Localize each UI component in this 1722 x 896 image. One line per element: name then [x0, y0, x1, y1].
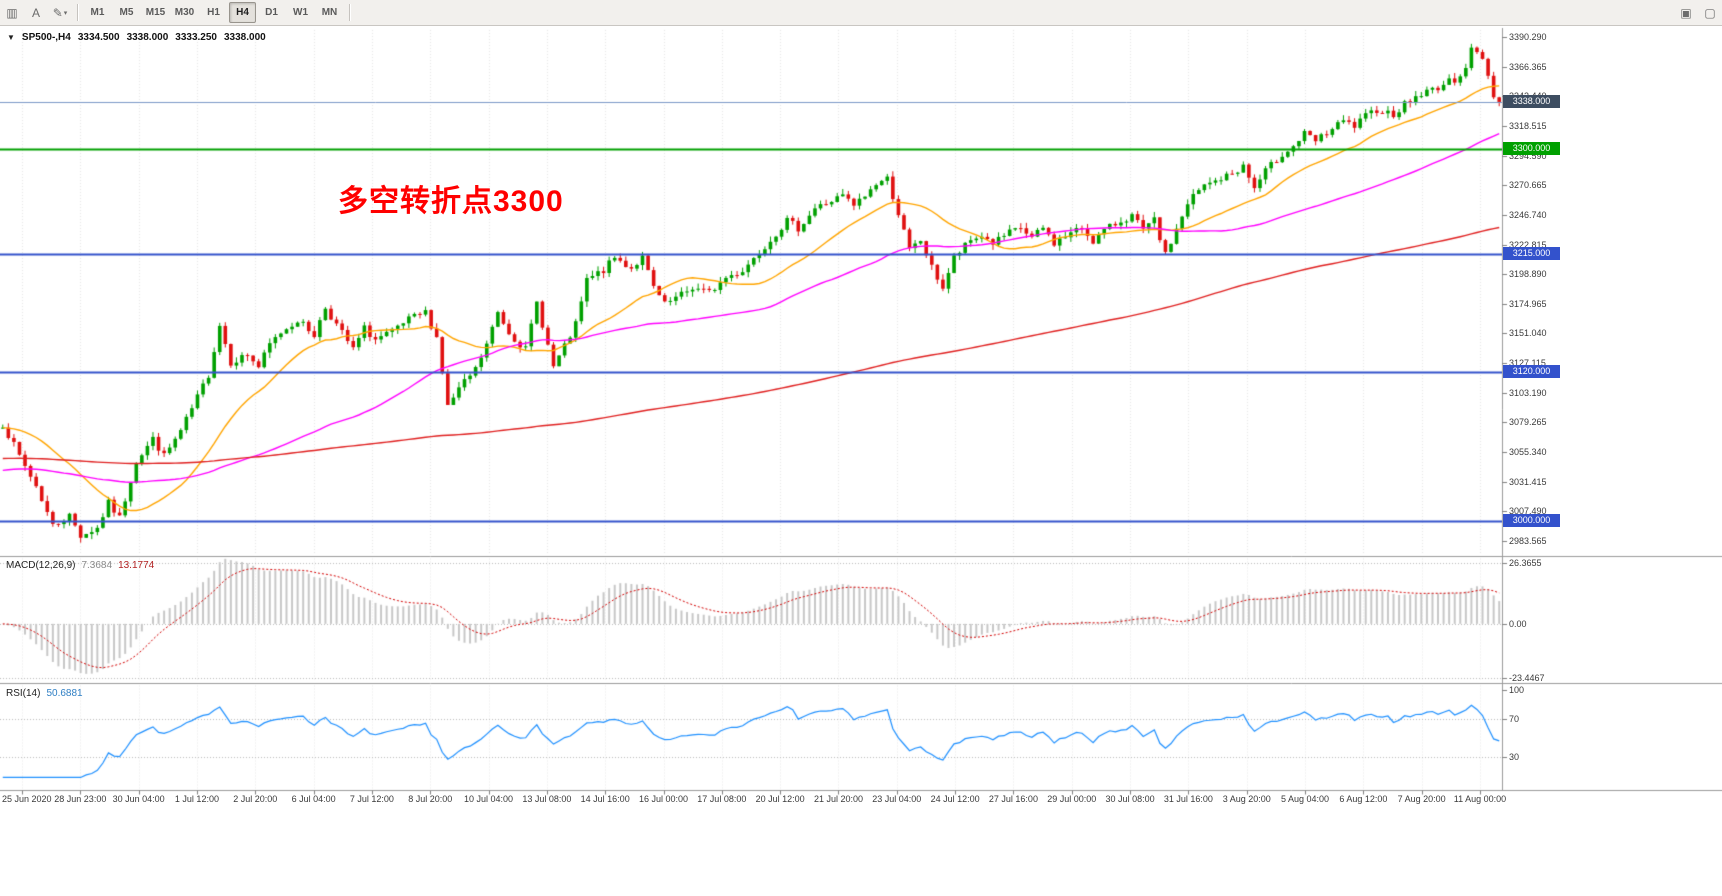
price-axis-tick: 3055.340: [1509, 447, 1547, 458]
close-value: 3338.000: [224, 32, 266, 43]
timeframe-button-group: M1 M5 M15 M30 H1 H4 D1 W1 MN: [83, 0, 344, 25]
symbol-ohlc-header: ▼ SP500-,H4 3334.500 3338.000 3333.250 3…: [7, 32, 266, 43]
window-box-tool-icon[interactable]: ▣: [1680, 5, 1692, 20]
time-axis-label: 5 Aug 04:00: [1281, 794, 1330, 804]
toolbar-separator: [349, 4, 350, 21]
macd-axis-tick: -23.4467: [1509, 673, 1545, 683]
dropdown-caret-icon: ▾: [63, 9, 68, 17]
timeframe-button-m1[interactable]: M1: [90, 7, 105, 18]
toolbar-right-tools: ▣ ▢: [1674, 0, 1722, 25]
time-axis-label: 1 Jul 12:00: [174, 794, 219, 804]
window-restore-tool-icon[interactable]: ▢: [1704, 5, 1716, 20]
rsi-indicator-label: RSI(14) 50.6881: [6, 688, 83, 699]
price-axis-tick: 3222.815: [1509, 239, 1547, 250]
timeframe-button-m30[interactable]: M30: [174, 7, 195, 18]
chart-annotation-text[interactable]: 多空转折点3300: [338, 185, 564, 218]
macd-axis-tick: 26.3655: [1509, 558, 1542, 568]
timeframe-button-h1[interactable]: H1: [207, 7, 220, 18]
price-axis-tick: 2983.565: [1509, 536, 1547, 546]
price-axis-tick: 3079.265: [1509, 417, 1547, 428]
rsi-axis-tick: 70: [1509, 713, 1520, 724]
macd-axis-tick: 0.00: [1509, 618, 1527, 629]
price-axis-tick: 3294.590: [1509, 150, 1547, 161]
price-level-badge: 3000.000: [1503, 514, 1560, 527]
time-axis-label: 30 Jul 08:00: [1105, 794, 1155, 804]
price-axis-tick: 3318.515: [1509, 120, 1547, 131]
time-axis-label: 6 Jul 04:00: [291, 794, 336, 804]
time-axis-label: 3 Aug 20:00: [1222, 794, 1271, 804]
price-axis-tick: 3174.965: [1509, 298, 1547, 309]
price-axis-tick: 3390.290: [1509, 32, 1547, 42]
price-axis-tick: 3031.415: [1509, 476, 1547, 487]
toolbar-left-tools: ▥ A ✎ ▾: [0, 0, 72, 25]
time-axis-label: 10 Jul 04:00: [464, 794, 514, 804]
timeframe-button-w1[interactable]: W1: [293, 7, 308, 18]
price-axis-tick: 3007.490: [1509, 506, 1547, 517]
time-axis-label: 20 Jul 12:00: [755, 794, 805, 804]
time-axis-label: 14 Jul 16:00: [580, 794, 630, 804]
text-label-tool-icon[interactable]: A: [31, 5, 40, 20]
rsi-axis-tick: 100: [1509, 685, 1525, 695]
time-axis-label: 16 Jul 00:00: [638, 794, 689, 804]
rsi-value: 50.6881: [46, 688, 83, 699]
time-axis-label: 24 Jul 12:00: [930, 794, 980, 804]
time-axis-label: 11 Aug 00:00: [1453, 794, 1507, 804]
low-value: 3333.250: [175, 32, 217, 43]
rsi-axis-tick: 30: [1509, 751, 1520, 762]
time-axis-label: 21 Jul 20:00: [813, 794, 863, 804]
timeframe-button-d1[interactable]: D1: [265, 7, 278, 18]
price-axis-tick: 3366.365: [1509, 61, 1547, 72]
toolbar-separator: [77, 4, 78, 21]
price-axis-tick: 3270.665: [1509, 180, 1547, 191]
time-axis-label: 8 Jul 20:00: [408, 794, 453, 804]
time-axis-label: 27 Jul 16:00: [988, 794, 1038, 804]
time-axis-label: 29 Jul 00:00: [1047, 794, 1097, 804]
macd-main-value: 7.3684: [81, 560, 113, 571]
timeframe-button-h4[interactable]: H4: [229, 2, 256, 23]
chart-cursor-tool-icon[interactable]: ▥: [6, 5, 18, 20]
price-level-badge: 3120.000: [1503, 365, 1560, 378]
time-axis-label: 6 Aug 12:00: [1339, 794, 1388, 804]
current-price-badge: 3338.000: [1503, 95, 1560, 108]
time-axis-label: 7 Aug 20:00: [1397, 794, 1446, 804]
rsi-name: RSI(14): [6, 688, 41, 699]
time-axis-label: 30 Jun 04:00: [112, 794, 165, 804]
time-axis-label: 23 Jul 04:00: [872, 794, 922, 804]
time-axis-label: 17 Jul 08:00: [697, 794, 747, 804]
collapse-triangle-icon[interactable]: ▼: [7, 33, 15, 42]
time-axis-label: 28 Jun 23:00: [54, 794, 107, 804]
toolbar: ▥ A ✎ ▾ M1 M5 M15 M30 H1 H4 D1 W1 MN ▣ ▢: [0, 0, 1722, 26]
price-axis-tick: 3151.040: [1509, 328, 1547, 339]
draw-tool-icon[interactable]: ✎ ▾: [52, 5, 68, 20]
timeframe-button-m5[interactable]: M5: [119, 7, 134, 18]
price-axis-tick: 3246.740: [1509, 209, 1547, 220]
time-axis-label: 31 Jul 16:00: [1163, 794, 1213, 804]
timeframe-button-mn[interactable]: MN: [321, 7, 338, 18]
price-axis-tick: 3127.115: [1509, 358, 1546, 369]
open-value: 3334.500: [77, 32, 120, 43]
symbol-timeframe-label: SP500-,H4: [21, 32, 71, 43]
time-axis-label: 2 Jul 20:00: [233, 794, 278, 804]
price-axis-tick: 3198.890: [1509, 269, 1547, 280]
timeframe-button-m15[interactable]: M15: [145, 7, 166, 18]
price-level-badge: 3300.000: [1503, 142, 1560, 155]
price-level-badge: 3215.000: [1503, 247, 1560, 260]
price-axis-tick: 3103.190: [1509, 387, 1547, 398]
macd-indicator-label: MACD(12,26,9) 7.3684 13.1774: [6, 560, 154, 571]
macd-signal-value: 13.1774: [118, 560, 155, 571]
high-value: 3338.000: [126, 32, 169, 43]
time-axis-label: 25 Jun 2020: [2, 794, 52, 804]
time-axis-label: 13 Jul 08:00: [522, 794, 572, 804]
time-axis-label: 7 Jul 12:00: [349, 794, 394, 804]
macd-name: MACD(12,26,9): [6, 560, 76, 571]
